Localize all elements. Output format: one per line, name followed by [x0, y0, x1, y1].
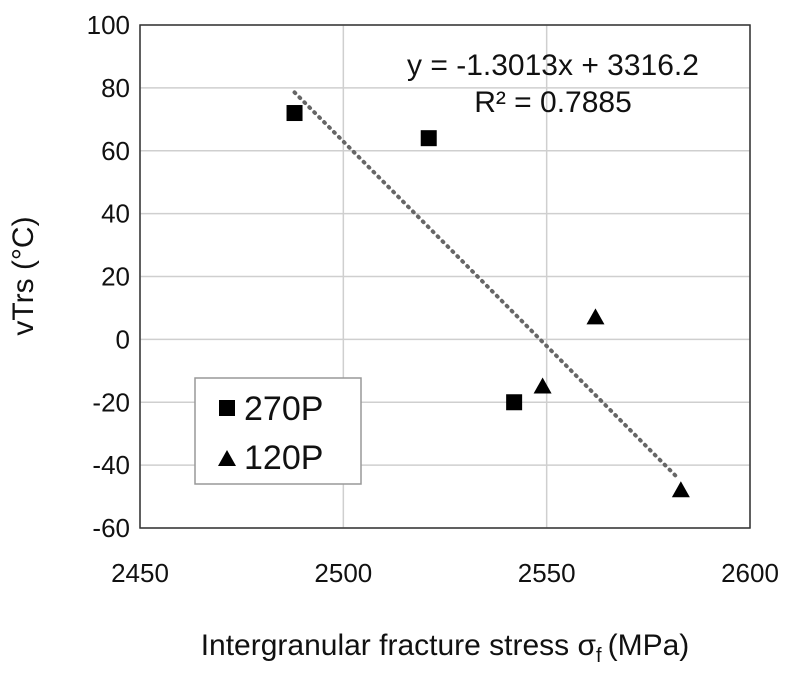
data-point-square — [420, 130, 437, 147]
data-point-triangle — [586, 308, 605, 325]
x-axis-title-subscript: f — [596, 645, 602, 667]
y-tick-label: -40 — [92, 450, 130, 480]
x-axis-title-unit: (MPa) — [608, 629, 690, 662]
data-points — [286, 105, 690, 498]
legend-triangle-marker — [218, 450, 236, 466]
r-squared-label: R² = 0.7885 — [474, 86, 632, 119]
trendline-equation: y = -1.3013x + 3316.2 — [407, 49, 699, 82]
y-tick-label: 0 — [116, 324, 130, 354]
data-point-square — [286, 105, 303, 122]
y-tick-label: 60 — [101, 136, 130, 166]
data-point-triangle — [533, 377, 552, 394]
x-axis-title-main: Intergranular fracture stress σ — [201, 629, 597, 662]
y-tick-label: 80 — [101, 73, 130, 103]
legend: 270P 120P — [194, 377, 362, 485]
trendline — [292, 90, 679, 479]
plot-area-frame — [139, 24, 751, 529]
legend-label-120p: 120P — [244, 439, 323, 477]
data-point-triangle — [671, 481, 690, 498]
legend-box — [194, 377, 362, 485]
y-tick-labels: -60 -40 -20 0 20 40 60 80 100 — [87, 10, 130, 543]
x-axis-title: Intergranular fracture stress σf (MPa) — [201, 629, 690, 667]
y-axis-title: vTrs (°C) — [7, 216, 40, 335]
y-tick-label: 20 — [101, 262, 130, 292]
x-tick-label: 2500 — [314, 558, 372, 588]
x-tick-label: 2600 — [721, 558, 779, 588]
y-tick-label: 100 — [87, 10, 130, 40]
y-tick-label: -20 — [92, 387, 130, 417]
y-tick-label: 40 — [101, 199, 130, 229]
y-tick-label: -60 — [92, 513, 130, 543]
data-point-square — [506, 394, 523, 411]
x-tick-label: 2450 — [111, 558, 169, 588]
x-tick-label: 2550 — [518, 558, 576, 588]
x-tick-labels: 2450 2500 2550 2600 — [111, 558, 779, 588]
legend-square-marker — [219, 400, 235, 416]
legend-label-270p: 270P — [244, 390, 323, 428]
